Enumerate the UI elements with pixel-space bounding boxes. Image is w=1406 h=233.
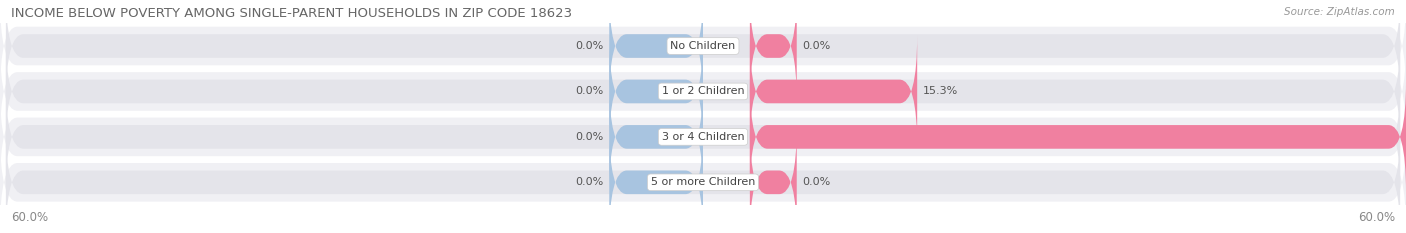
FancyBboxPatch shape — [609, 126, 703, 233]
Text: No Children: No Children — [671, 41, 735, 51]
FancyBboxPatch shape — [0, 0, 1406, 95]
Text: 15.3%: 15.3% — [922, 86, 959, 96]
FancyBboxPatch shape — [609, 81, 703, 193]
FancyBboxPatch shape — [609, 35, 703, 148]
FancyBboxPatch shape — [6, 0, 1400, 102]
Text: 0.0%: 0.0% — [575, 41, 603, 51]
Text: 0.0%: 0.0% — [575, 132, 603, 142]
FancyBboxPatch shape — [6, 35, 1400, 148]
Text: 5 or more Children: 5 or more Children — [651, 177, 755, 187]
FancyBboxPatch shape — [0, 43, 1406, 140]
Text: 0.0%: 0.0% — [803, 41, 831, 51]
Text: 60.0%: 60.0% — [1358, 211, 1395, 224]
Text: 1 or 2 Children: 1 or 2 Children — [662, 86, 744, 96]
FancyBboxPatch shape — [6, 81, 1400, 193]
Text: 0.0%: 0.0% — [803, 177, 831, 187]
FancyBboxPatch shape — [0, 88, 1406, 186]
FancyBboxPatch shape — [749, 0, 797, 102]
Text: 3 or 4 Children: 3 or 4 Children — [662, 132, 744, 142]
Text: 60.0%: 60.0% — [11, 211, 48, 224]
FancyBboxPatch shape — [0, 134, 1406, 231]
FancyBboxPatch shape — [6, 126, 1400, 233]
FancyBboxPatch shape — [749, 35, 917, 148]
Text: 0.0%: 0.0% — [575, 177, 603, 187]
FancyBboxPatch shape — [609, 0, 703, 102]
Text: Source: ZipAtlas.com: Source: ZipAtlas.com — [1284, 7, 1395, 17]
Text: INCOME BELOW POVERTY AMONG SINGLE-PARENT HOUSEHOLDS IN ZIP CODE 18623: INCOME BELOW POVERTY AMONG SINGLE-PARENT… — [11, 7, 572, 20]
FancyBboxPatch shape — [749, 81, 1406, 193]
FancyBboxPatch shape — [749, 126, 797, 233]
Text: 0.0%: 0.0% — [575, 86, 603, 96]
